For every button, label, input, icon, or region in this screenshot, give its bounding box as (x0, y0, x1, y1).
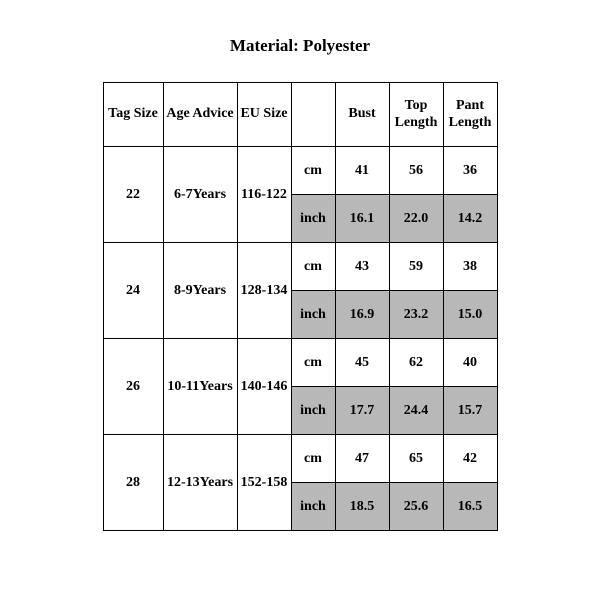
cell-bust: 16.9 (335, 291, 389, 339)
col-bust: Bust (335, 83, 389, 147)
cell-tag-size: 26 (103, 339, 163, 435)
cell-unit-inch: inch (291, 387, 335, 435)
cell-tag-size: 24 (103, 243, 163, 339)
cell-unit-cm: cm (291, 339, 335, 387)
cell-top-length: 22.0 (389, 195, 443, 243)
col-eu-size: EU Size (237, 83, 291, 147)
cell-unit-cm: cm (291, 243, 335, 291)
col-age-advice: Age Advice (163, 83, 237, 147)
cell-tag-size: 22 (103, 147, 163, 243)
table-row: 26 10-11Years 140-146 cm 45 62 40 (103, 339, 497, 387)
cell-bust: 47 (335, 435, 389, 483)
cell-top-length: 59 (389, 243, 443, 291)
cell-bust: 16.1 (335, 195, 389, 243)
cell-pant-length: 36 (443, 147, 497, 195)
table-row: 22 6-7Years 116-122 cm 41 56 36 (103, 147, 497, 195)
cell-eu-size: 140-146 (237, 339, 291, 435)
cell-eu-size: 152-158 (237, 435, 291, 531)
cell-age-advice: 8-9Years (163, 243, 237, 339)
cell-pant-length: 15.0 (443, 291, 497, 339)
cell-pant-length: 38 (443, 243, 497, 291)
cell-top-length: 62 (389, 339, 443, 387)
cell-tag-size: 28 (103, 435, 163, 531)
cell-bust: 17.7 (335, 387, 389, 435)
cell-unit-inch: inch (291, 291, 335, 339)
cell-top-length: 24.4 (389, 387, 443, 435)
cell-bust: 45 (335, 339, 389, 387)
cell-top-length: 25.6 (389, 483, 443, 531)
page-title: Material: Polyester (0, 0, 600, 82)
cell-bust: 41 (335, 147, 389, 195)
cell-top-length: 56 (389, 147, 443, 195)
cell-eu-size: 116-122 (237, 147, 291, 243)
table-row: 28 12-13Years 152-158 cm 47 65 42 (103, 435, 497, 483)
cell-unit-cm: cm (291, 435, 335, 483)
cell-top-length: 65 (389, 435, 443, 483)
cell-unit-cm: cm (291, 147, 335, 195)
cell-pant-length: 16.5 (443, 483, 497, 531)
col-unit (291, 83, 335, 147)
cell-bust: 18.5 (335, 483, 389, 531)
col-tag-size: Tag Size (103, 83, 163, 147)
cell-pant-length: 42 (443, 435, 497, 483)
cell-age-advice: 10-11Years (163, 339, 237, 435)
size-chart-table: Tag Size Age Advice EU Size Bust Top Len… (103, 82, 498, 531)
cell-pant-length: 14.2 (443, 195, 497, 243)
cell-pant-length: 40 (443, 339, 497, 387)
cell-pant-length: 15.7 (443, 387, 497, 435)
col-top-length: Top Length (389, 83, 443, 147)
cell-age-advice: 12-13Years (163, 435, 237, 531)
cell-eu-size: 128-134 (237, 243, 291, 339)
cell-top-length: 23.2 (389, 291, 443, 339)
table-row: 24 8-9Years 128-134 cm 43 59 38 (103, 243, 497, 291)
cell-bust: 43 (335, 243, 389, 291)
cell-unit-inch: inch (291, 195, 335, 243)
col-pant-length: Pant Length (443, 83, 497, 147)
cell-age-advice: 6-7Years (163, 147, 237, 243)
header-row: Tag Size Age Advice EU Size Bust Top Len… (103, 83, 497, 147)
table-body: 22 6-7Years 116-122 cm 41 56 36 inch 16.… (103, 147, 497, 531)
cell-unit-inch: inch (291, 483, 335, 531)
